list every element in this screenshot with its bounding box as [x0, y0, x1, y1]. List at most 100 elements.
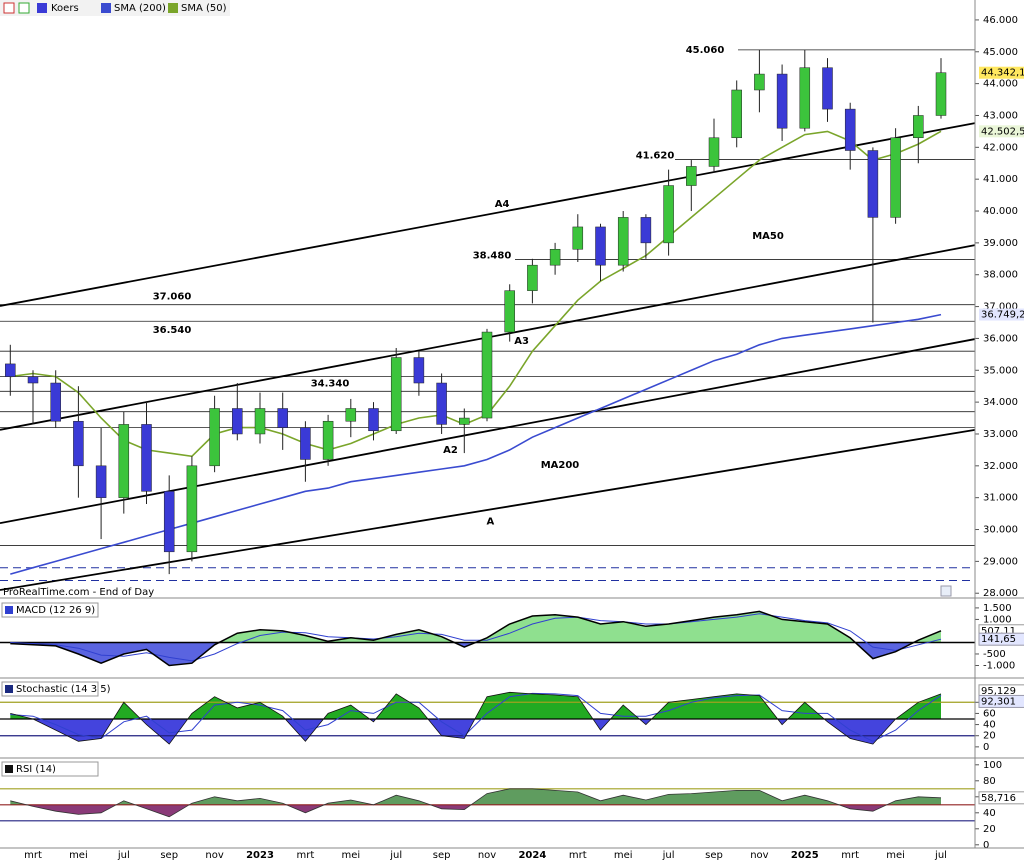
trendline-label: A — [487, 516, 495, 527]
legend-swatch — [168, 3, 178, 13]
y-tick-label: 29.000 — [983, 556, 1018, 567]
x-tick-label: mei — [341, 850, 360, 861]
legend-swatch — [37, 3, 47, 13]
level-label: 45.060 — [686, 45, 725, 56]
y-tick-label: 32.000 — [983, 461, 1018, 472]
candle-body — [209, 408, 220, 467]
candle-body — [186, 465, 198, 553]
candle-body — [413, 357, 425, 384]
x-tick-label: jul — [117, 850, 130, 861]
level-label: 36.540 — [153, 325, 192, 336]
level-label: 38.480 — [473, 250, 512, 261]
candle-body — [73, 420, 84, 467]
x-tick-label: jul — [934, 850, 947, 861]
y-tick-label: 20 — [983, 731, 996, 742]
value-badge-label: 58,716 — [981, 793, 1016, 804]
candle-body — [390, 357, 402, 432]
value-badge — [978, 791, 1024, 805]
value-badge — [979, 308, 1024, 321]
y-tick-label: 40 — [983, 720, 996, 731]
toolbar-icon — [3, 2, 15, 14]
candle-body — [549, 248, 561, 266]
candle-body — [141, 424, 152, 492]
level-label: 41.620 — [636, 150, 675, 161]
candle-body — [935, 72, 947, 116]
x-tick-label: mrt — [297, 850, 315, 861]
panel-title: Stochastic (14 3 5) — [16, 684, 111, 695]
y-tick-label: 46.000 — [983, 15, 1018, 26]
legend-label: SMA (200) — [114, 3, 166, 14]
legend-swatch — [101, 3, 111, 13]
annotation: MA50 — [752, 231, 784, 242]
sma-line — [10, 130, 942, 458]
trendline-label: A2 — [443, 445, 458, 456]
value-badge — [979, 125, 1024, 138]
candle-body — [799, 67, 811, 129]
candle-body — [617, 217, 629, 266]
candle-body — [163, 491, 175, 553]
candle-body — [459, 417, 470, 425]
x-tick-label: mei — [69, 850, 88, 861]
annotation: MA200 — [541, 460, 580, 471]
y-tick-label: 45.000 — [983, 47, 1018, 58]
x-tick-label: nov — [205, 850, 223, 861]
stoch-d-line — [10, 692, 942, 742]
panel-title: MACD (12 26 9) — [16, 605, 95, 616]
y-tick-label: 39.000 — [983, 238, 1018, 249]
candle-body — [527, 264, 538, 291]
candle-body — [27, 376, 39, 384]
candle-body — [867, 150, 879, 218]
y-tick-label: 1.500 — [983, 603, 1012, 614]
macd-line — [10, 610, 942, 667]
x-tick-label: jul — [389, 850, 402, 861]
candle-body — [5, 363, 16, 377]
value-badge-label: 42.502,53 — [981, 126, 1024, 137]
rsi-area — [10, 804, 941, 817]
candle-body — [708, 137, 720, 167]
candle-body — [481, 331, 493, 419]
x-tick-label: nov — [750, 850, 768, 861]
trendline-label: A3 — [514, 336, 529, 347]
y-tick-label: 33.000 — [983, 429, 1018, 440]
candle-body — [345, 408, 357, 422]
y-tick-label: 36.000 — [983, 333, 1018, 344]
candle-body — [118, 424, 130, 498]
legend-label: SMA (50) — [181, 3, 227, 14]
toolbar-icon — [18, 2, 30, 14]
y-tick-label: -1.000 — [983, 660, 1015, 671]
x-tick-label: 2023 — [246, 850, 274, 861]
x-tick-label: sep — [160, 850, 178, 861]
candle-body — [776, 73, 788, 129]
panel-title-icon — [5, 606, 13, 614]
stoch-area — [10, 719, 941, 745]
y-tick-label: 80 — [983, 776, 996, 787]
y-tick-label: 34.000 — [983, 397, 1018, 408]
x-tick-label: 2024 — [518, 850, 546, 861]
candle-body — [731, 89, 742, 139]
y-tick-label: 40 — [983, 808, 996, 819]
value-badge-label: 92,301 — [981, 696, 1016, 707]
candle-body — [595, 226, 606, 266]
value-badge-label: 44.342,15 — [981, 68, 1024, 79]
value-badge — [978, 694, 1024, 708]
candle-body — [890, 137, 901, 218]
panel-title-box — [1, 602, 99, 618]
candle-body — [322, 420, 334, 460]
y-tick-label: 100 — [983, 760, 1002, 771]
x-tick-label: sep — [705, 850, 723, 861]
trendline — [0, 428, 976, 591]
candle-body — [572, 226, 584, 250]
rsi-line — [10, 788, 942, 818]
panel-title-icon — [5, 765, 13, 773]
source-label: ProRealTime.com - End of Day — [3, 587, 154, 598]
panel-title: RSI (14) — [16, 764, 56, 775]
y-tick-label: -500 — [983, 649, 1006, 660]
candle-body — [663, 185, 674, 244]
y-tick-label: 38.000 — [983, 270, 1018, 281]
value-badge — [978, 632, 1024, 646]
value-badge — [979, 66, 1024, 79]
value-badge-label: 36.749,29 — [981, 310, 1024, 321]
y-tick-label: 1.000 — [983, 614, 1012, 625]
